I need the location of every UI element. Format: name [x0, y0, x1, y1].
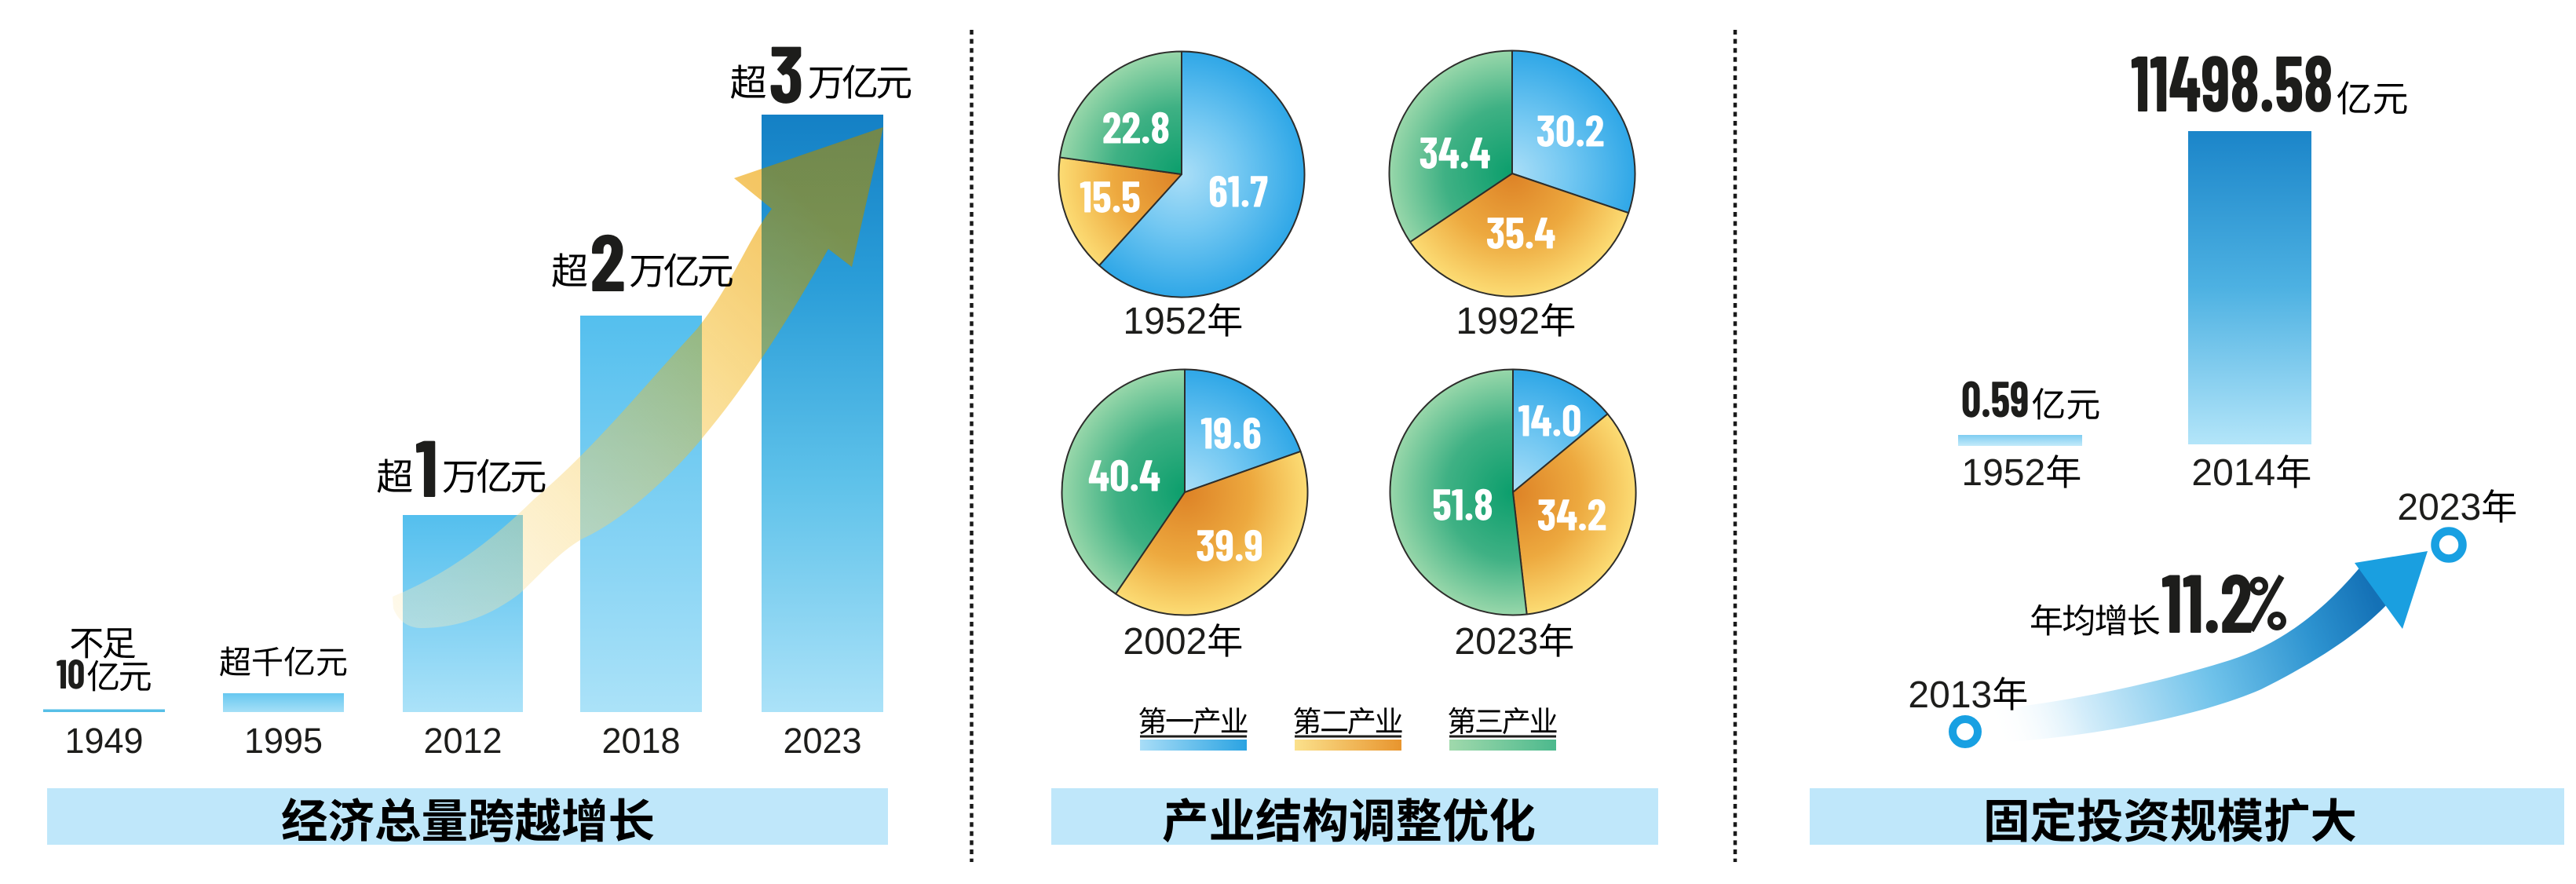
svg-text:1952: 1952: [1961, 452, 2045, 494]
svg-text:1995: 1995: [244, 721, 323, 761]
svg-text:2023: 2023: [783, 721, 861, 761]
svg-text:2014: 2014: [2191, 452, 2275, 494]
svg-text:1949: 1949: [64, 721, 143, 761]
svg-text:2023: 2023: [1454, 621, 1538, 663]
svg-text:2018: 2018: [601, 721, 680, 761]
svg-text:2002: 2002: [1123, 621, 1207, 663]
svg-text:2012: 2012: [423, 721, 502, 761]
svg-text:1992: 1992: [1456, 301, 1540, 342]
svg-text:2013: 2013: [1908, 674, 1992, 716]
svg-text:2023: 2023: [2397, 487, 2481, 528]
svg-text:1952: 1952: [1123, 301, 1207, 342]
